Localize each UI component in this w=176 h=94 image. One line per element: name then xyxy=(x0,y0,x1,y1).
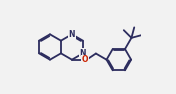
Text: O: O xyxy=(82,55,89,64)
Text: N: N xyxy=(80,49,86,58)
Text: N: N xyxy=(69,30,75,39)
